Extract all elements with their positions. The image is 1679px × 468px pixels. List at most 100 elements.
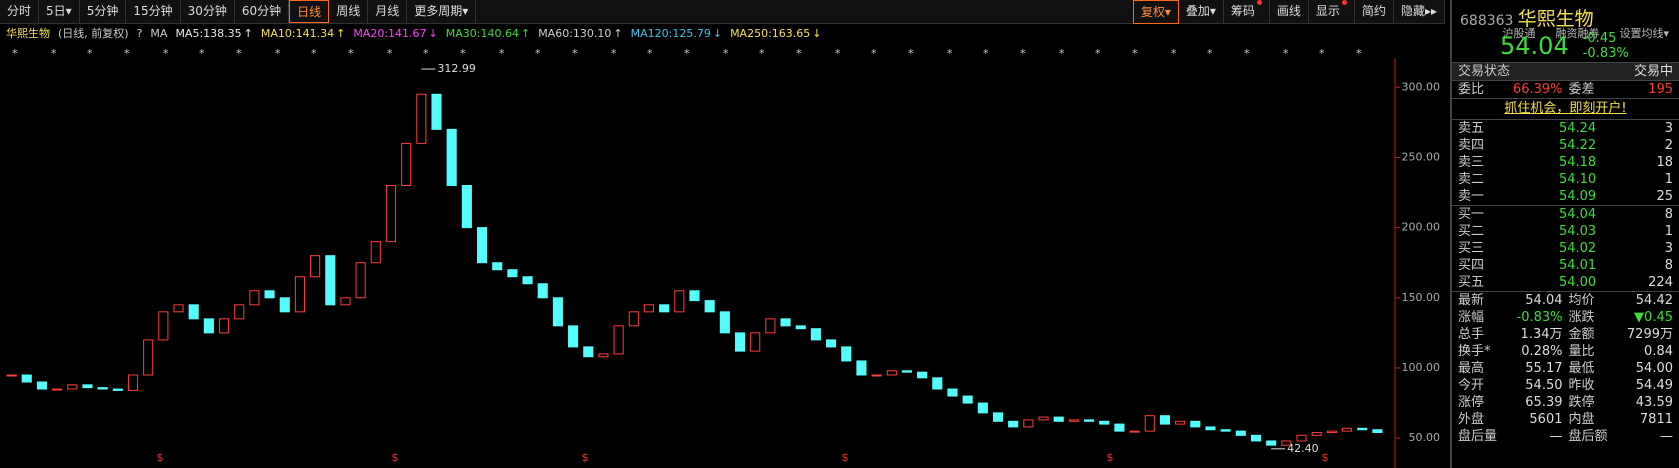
help[interactable]: ?	[136, 27, 143, 40]
price: 54.03	[1558, 224, 1597, 239]
candle	[279, 297, 290, 313]
candle	[856, 360, 867, 376]
event-mark: *	[572, 47, 578, 60]
candle	[522, 276, 533, 285]
price: 54.01	[1558, 258, 1597, 273]
candle	[1220, 429, 1231, 432]
volume: 3	[1664, 241, 1673, 256]
tool-button[interactable]: 显示	[1309, 0, 1355, 24]
period-button[interactable]: 分时	[0, 0, 40, 23]
volume: 8	[1664, 258, 1673, 273]
ma-arrow: ↑	[520, 27, 531, 40]
candle	[310, 255, 321, 278]
event-mark: *	[1319, 47, 1325, 60]
label: 最低	[1568, 361, 1595, 376]
y-tick-label: 150.00	[1402, 291, 1441, 304]
price: 54.02	[1558, 241, 1597, 256]
candle	[52, 388, 63, 391]
level: 买二	[1458, 224, 1485, 239]
y-tick-label: 300.00	[1402, 80, 1441, 93]
candle	[1038, 416, 1049, 421]
book-row: 买三 54.02 3	[1452, 240, 1679, 257]
period-button[interactable]: 月线	[368, 0, 408, 23]
period-button[interactable]: 5分钟	[80, 0, 127, 23]
level: 卖二	[1458, 172, 1485, 187]
y-tick-label: 250.00	[1402, 150, 1441, 163]
label: 委比	[1458, 82, 1485, 97]
period-button[interactable]: 更多周期▾	[407, 0, 477, 23]
candle	[461, 185, 472, 229]
event-mark: *	[460, 47, 466, 60]
link[interactable]: 沪股通	[1502, 27, 1536, 40]
value: 65.39	[1525, 395, 1563, 410]
label: 内盘	[1568, 412, 1595, 427]
label: 外盘	[1458, 412, 1485, 427]
level: 卖三	[1458, 155, 1485, 170]
value: 195	[1648, 82, 1673, 97]
label: 量比	[1568, 344, 1595, 359]
ma-value: MA30:140.64	[445, 27, 519, 40]
candle	[1296, 434, 1307, 442]
candle	[36, 381, 47, 390]
level: 买四	[1458, 258, 1485, 273]
label: 跌停	[1568, 395, 1595, 410]
period-button[interactable]: 60分钟	[235, 0, 290, 23]
candle	[203, 318, 214, 334]
event-mark: *	[499, 47, 505, 60]
label: 昨收	[1568, 378, 1595, 393]
value: 7811	[1639, 412, 1673, 427]
label: 涨停	[1458, 395, 1485, 410]
tool-button[interactable]: 筹码	[1224, 0, 1270, 24]
period-button[interactable]: 30分钟	[181, 0, 235, 23]
event-mark: *	[535, 47, 541, 60]
candle	[294, 276, 305, 313]
candle	[6, 374, 17, 377]
event-mark: *	[87, 47, 93, 60]
candle	[218, 318, 230, 334]
tool-button[interactable]: 隐藏▸▸	[1394, 0, 1445, 24]
value: 54.00	[1635, 361, 1673, 376]
label: 均价	[1568, 293, 1595, 308]
event-mark: *	[1132, 47, 1138, 60]
event-mark: *	[871, 47, 877, 60]
price: 54.04	[1500, 32, 1569, 60]
ma-arrow: ↑	[613, 27, 623, 40]
period-button[interactable]: 5日▾	[39, 0, 80, 23]
candle	[537, 283, 548, 299]
candle	[826, 339, 837, 348]
volume: 8	[1664, 207, 1673, 222]
level: 买三	[1458, 241, 1485, 256]
status: 交易中	[1633, 64, 1673, 79]
y-tick-label: 200.00	[1402, 221, 1441, 234]
tool-button[interactable]: 复权▾	[1132, 0, 1179, 24]
candle	[552, 297, 563, 327]
candle	[1114, 423, 1125, 432]
stat-row: 最高 55.17 最低 54.00	[1452, 360, 1679, 377]
candle	[127, 374, 139, 391]
banner[interactable]: 抓住机会，即刻开户!	[1504, 101, 1627, 116]
link[interactable]: 设置均线▾	[1619, 27, 1669, 40]
chart: 50.00 100.00 150.00 200.00 250.00 300.00 312.9…	[6, 47, 1441, 468]
candle	[962, 395, 973, 404]
label: 金额	[1568, 327, 1595, 342]
event-mark: *	[1171, 47, 1177, 60]
tool-button[interactable]: 简约	[1355, 0, 1394, 24]
period-button[interactable]: 周线	[329, 0, 369, 23]
candle	[1099, 420, 1110, 425]
candle	[1175, 420, 1186, 425]
candle	[249, 290, 260, 306]
value: 43.59	[1635, 395, 1673, 410]
link[interactable]: 融资融券	[1555, 27, 1600, 40]
event-mark: *	[1244, 47, 1250, 60]
label: 盘后额	[1568, 429, 1608, 444]
stat-row: 外盘 5601 内盘 7811	[1452, 411, 1679, 428]
volume: 25	[1656, 189, 1673, 204]
period-button[interactable]: 日线	[289, 0, 330, 23]
period-button[interactable]: 15分钟	[126, 0, 181, 23]
ma-arrow: ↓	[428, 27, 438, 40]
ma-arrow: ↓	[812, 27, 822, 40]
event-mark: *	[348, 47, 354, 60]
event-mark: *	[1059, 47, 1065, 60]
candle	[583, 346, 594, 358]
volume: 1	[1664, 224, 1673, 239]
